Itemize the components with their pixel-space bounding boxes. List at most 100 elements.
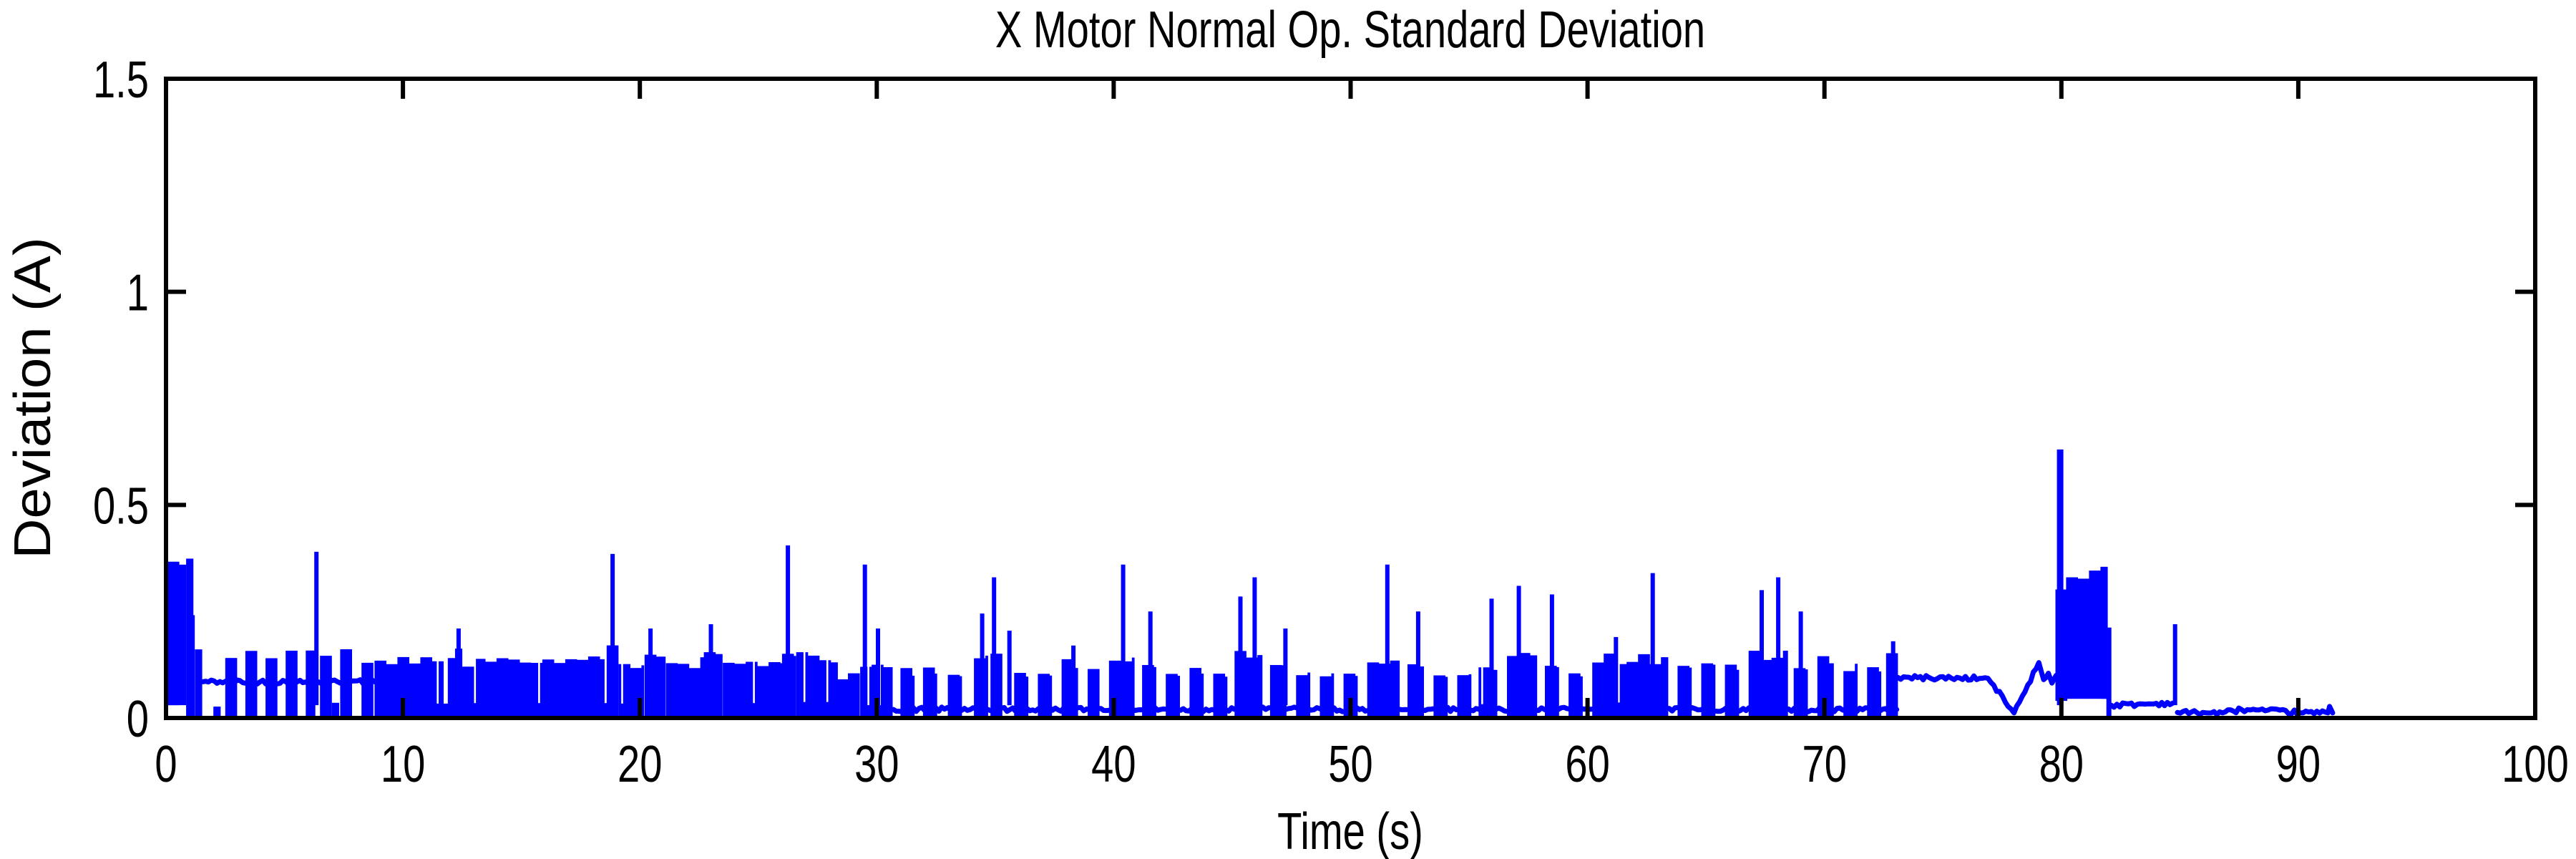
- signal-band-column: [2075, 577, 2078, 699]
- signal-band-column: [1151, 665, 1154, 718]
- signal-band-column: [1608, 654, 1611, 718]
- signal-band-column: [1729, 664, 1732, 718]
- signal-band-column: [494, 661, 497, 718]
- signal-band-column: [374, 660, 378, 718]
- signal-band-column: [1090, 669, 1093, 718]
- signal-band-column: [1771, 657, 1775, 718]
- signal-band-column: [252, 651, 255, 718]
- signal-band-column: [717, 654, 721, 718]
- signal-band-column: [467, 666, 470, 718]
- signal-band-column: [974, 658, 977, 718]
- x-tick-label: 10: [381, 735, 425, 792]
- signal-band-column: [1640, 654, 1644, 718]
- signal-spike: [1549, 594, 1554, 706]
- signal-band-column: [183, 564, 187, 706]
- signal-band-column: [1488, 667, 1491, 718]
- signal-band-column: [1703, 663, 1707, 718]
- signal-band-column: [796, 652, 799, 718]
- signal-band-column: [1753, 651, 1756, 718]
- signal-band-column: [1443, 675, 1445, 718]
- signal-band-column: [510, 659, 513, 718]
- signal-band-column: [480, 659, 484, 718]
- signal-band-column: [1421, 666, 1424, 718]
- signal-band-column: [512, 659, 516, 718]
- signal-band-column: [1410, 664, 1413, 718]
- signal-band-column: [1638, 654, 1641, 718]
- signal-band-column: [848, 673, 851, 718]
- signal-band-column: [397, 656, 401, 718]
- signal-band-column: [579, 659, 582, 718]
- signal-band-column: [595, 656, 598, 718]
- signal-band-column: [644, 654, 648, 718]
- signal-band-column: [995, 654, 998, 718]
- signal-band-column: [1677, 666, 1681, 718]
- signal-spike: [862, 564, 867, 706]
- signal-band-column: [342, 649, 346, 718]
- signal-spike: [1798, 611, 1803, 706]
- signal-band-column: [2070, 577, 2074, 699]
- signal-band-column: [698, 668, 701, 718]
- signal-band-column: [1511, 656, 1515, 718]
- signal-band-column: [1873, 667, 1877, 718]
- signal-band-column: [1279, 665, 1282, 718]
- signal-band-column: [507, 659, 511, 718]
- signal-band-column: [533, 663, 536, 718]
- signal-band-column: [1166, 674, 1169, 718]
- y-tick-label: 0.5: [93, 477, 149, 535]
- signal-band-column: [1580, 676, 1583, 718]
- signal-band-column: [418, 663, 421, 718]
- x-tick-label: 40: [1091, 735, 1136, 792]
- signal-band-column: [677, 664, 680, 718]
- signal-spike: [648, 629, 653, 706]
- signal-band-column: [771, 662, 774, 718]
- signal-band-column: [1111, 660, 1114, 718]
- y-axis-label: Deviation (A): [4, 237, 62, 558]
- signal-band-column: [1494, 669, 1498, 718]
- signal-band-column: [1629, 661, 1632, 718]
- signal-band-column: [1305, 675, 1308, 718]
- signal-band-column: [2079, 578, 2083, 699]
- signal-band-column: [1298, 675, 1302, 718]
- signal-band-column: [647, 654, 650, 718]
- signal-band-column: [1246, 657, 1249, 718]
- signal-band-column: [613, 645, 617, 718]
- signal-band-column: [526, 662, 530, 718]
- signal-band-column: [478, 659, 482, 718]
- plot-border: [164, 77, 2537, 720]
- signal-band-column: [324, 656, 328, 718]
- signal-band-column: [1532, 655, 1535, 718]
- x-tick-label: 80: [2039, 735, 2084, 792]
- signal-band-column: [1606, 654, 1609, 718]
- signal-band-column: [489, 661, 493, 718]
- signal-band-column: [1319, 676, 1323, 718]
- signal-band-column: [562, 663, 566, 718]
- signal-band-column: [618, 664, 622, 718]
- signal-spike: [1489, 598, 1494, 706]
- signal-band-column: [904, 668, 908, 718]
- signal-band-column: [368, 662, 371, 718]
- signal-band-column: [1350, 674, 1353, 718]
- signal-band-column: [1485, 667, 1488, 718]
- signal-band-column: [2093, 571, 2097, 699]
- signal-band-column: [213, 707, 216, 718]
- signal-band-column: [852, 673, 856, 718]
- signal-band-column: [499, 658, 502, 718]
- signal-band-column: [1217, 674, 1221, 718]
- signal-band-column: [1250, 657, 1254, 718]
- signal-band-column: [1374, 662, 1377, 718]
- signal-band-column: [386, 664, 389, 718]
- signal-band-column: [668, 663, 671, 718]
- signal-band-column: [725, 662, 728, 718]
- signal-band-column: [1604, 654, 1606, 718]
- signal-band-column: [1755, 651, 1759, 718]
- signal-band-column: [978, 658, 982, 718]
- signal-band-column: [1642, 654, 1646, 718]
- signal-band-column: [653, 654, 657, 718]
- signal-band-column: [469, 666, 472, 718]
- signal-band-column: [630, 668, 633, 718]
- signal-band-column: [234, 658, 238, 718]
- signal-band-column: [288, 651, 291, 718]
- signal-band-column: [174, 561, 177, 706]
- signal-band-column: [686, 664, 690, 718]
- signal-band-column: [308, 650, 311, 718]
